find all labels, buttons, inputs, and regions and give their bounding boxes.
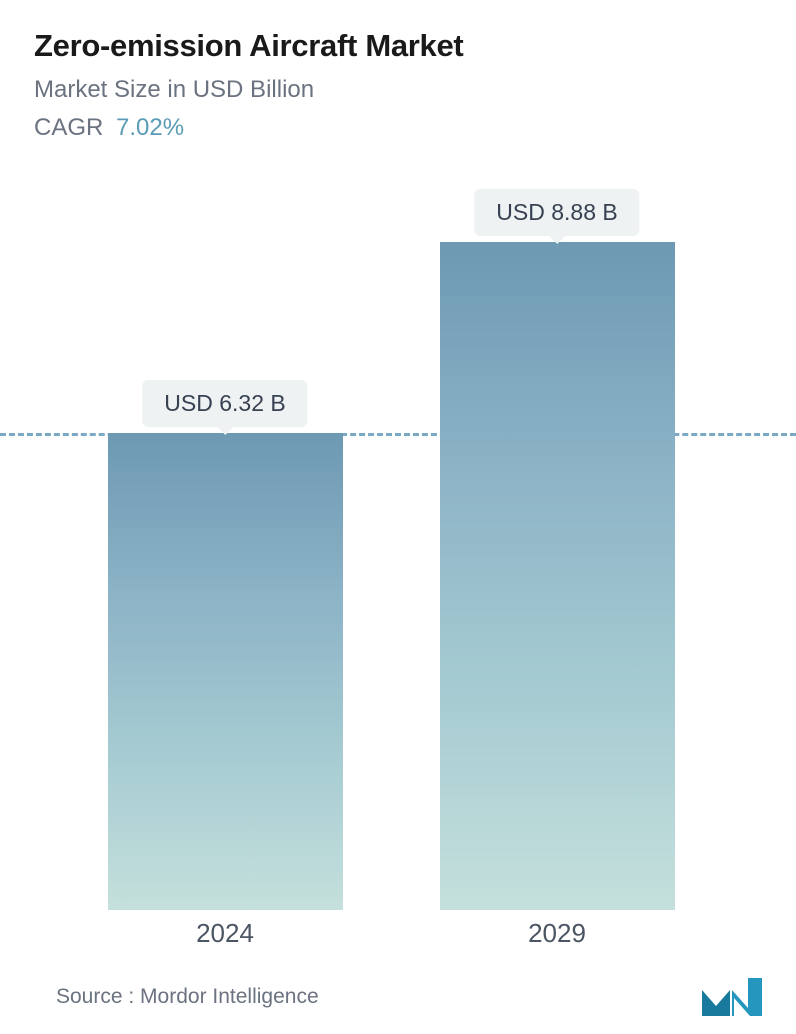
- cagr-value: 7.02%: [116, 114, 184, 141]
- x-label-2024: 2024: [196, 918, 254, 949]
- x-label-2029: 2029: [528, 918, 586, 949]
- chart-footer: Source : Mordor Intelligence: [0, 978, 796, 1016]
- cagr-label: CAGR: [34, 114, 103, 141]
- chart-header: Zero-emission Aircraft Market Market Siz…: [0, 0, 796, 142]
- bar-2029: [440, 242, 675, 910]
- cagr-row: CAGR 7.02%: [34, 114, 762, 142]
- bar-2024: [108, 433, 343, 910]
- chart-title: Zero-emission Aircraft Market: [34, 28, 762, 64]
- chart-subtitle: Market Size in USD Billion: [34, 76, 762, 104]
- x-axis-labels: 2024 2029: [0, 918, 796, 958]
- mordor-logo-icon: [702, 978, 762, 1016]
- value-badge-2029: USD 8.88 B: [474, 189, 639, 236]
- source-text: Source : Mordor Intelligence: [56, 985, 319, 1009]
- value-badge-2024: USD 6.32 B: [142, 380, 307, 427]
- chart-area: USD 6.32 B USD 8.88 B: [0, 210, 796, 910]
